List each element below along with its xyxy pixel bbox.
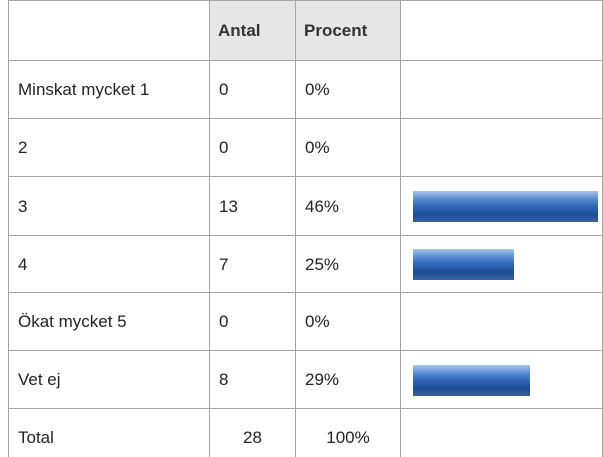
percent-cell: 0% — [295, 292, 400, 351]
percent-cell: 0% — [295, 60, 400, 119]
percent-cell: 0% — [295, 118, 400, 177]
row-label: 2 — [8, 118, 209, 177]
total-empty — [400, 408, 603, 457]
row-label: 3 — [8, 176, 209, 236]
bar — [413, 249, 514, 280]
bar-cell — [400, 292, 603, 351]
row-label: Minskat mycket 1 — [8, 60, 209, 119]
bar-cell — [400, 118, 603, 177]
row-label: Vet ej — [8, 350, 209, 409]
row-label: 4 — [8, 235, 209, 293]
total-count: 28 — [209, 408, 295, 457]
header-cell: Procent — [295, 0, 400, 61]
row-label: Ökat mycket 5 — [8, 292, 209, 351]
bar — [413, 191, 598, 222]
count-cell: 0 — [209, 292, 295, 351]
count-cell: 8 — [209, 350, 295, 409]
count-cell: 0 — [209, 118, 295, 177]
total-percent: 100% — [295, 408, 400, 457]
total-label: Total — [8, 408, 209, 457]
count-cell: 0 — [209, 60, 295, 119]
bar — [413, 364, 530, 396]
percent-cell: 25% — [295, 235, 400, 293]
header-cell — [8, 0, 209, 61]
bar-cell — [400, 60, 603, 119]
percent-cell: 46% — [295, 176, 400, 236]
percent-cell: 29% — [295, 350, 400, 409]
count-cell: 13 — [209, 176, 295, 236]
header-cell: Antal — [209, 0, 295, 61]
header-cell — [400, 0, 603, 61]
count-cell: 7 — [209, 235, 295, 293]
